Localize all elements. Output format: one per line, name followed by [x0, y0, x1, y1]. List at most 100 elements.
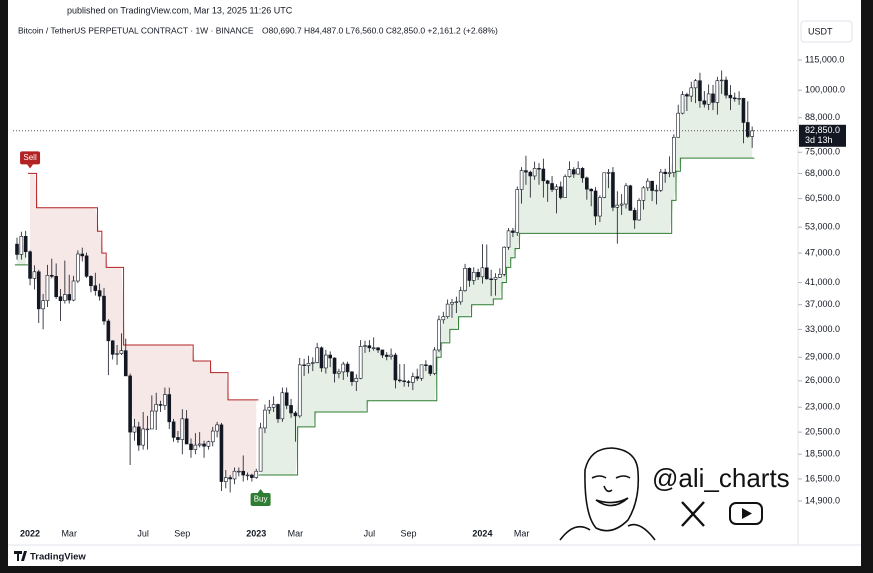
- x-logo[interactable]: [681, 501, 705, 527]
- candle-body: [728, 94, 733, 99]
- candle-body: [23, 236, 28, 253]
- candle-body: [141, 428, 145, 446]
- candle-body: [184, 418, 189, 445]
- candle-body: [67, 294, 71, 301]
- candle-body: [106, 320, 111, 342]
- candle-body: [741, 98, 746, 123]
- candle-body: [641, 187, 646, 201]
- candle-body: [302, 364, 306, 366]
- candle-body: [511, 230, 515, 233]
- trend-fill: [30, 173, 257, 480]
- candle-body: [745, 122, 750, 137]
- y-tick-label: 100,000.0: [805, 85, 845, 95]
- ohlc-legend: O80,690.7 H84,487.0 L76,560.0 C82,850.0 …: [262, 25, 498, 35]
- candle-body: [476, 271, 480, 278]
- candle-body: [32, 271, 37, 279]
- y-tick-label: 33,000.0: [805, 324, 840, 334]
- y-tick-label: 53,000.0: [805, 222, 840, 232]
- candle-body: [397, 379, 402, 382]
- candle-body: [389, 354, 393, 357]
- candle-body: [393, 354, 398, 381]
- buy-signal-label: Buy: [254, 495, 268, 504]
- candle-body: [89, 276, 93, 287]
- x-tick-label: Sep: [174, 528, 190, 538]
- candle-body: [554, 186, 559, 190]
- candle-body: [458, 290, 463, 303]
- candle-body: [49, 275, 54, 277]
- candle-body: [698, 80, 702, 102]
- x-tick-label: Jul: [137, 528, 149, 538]
- x-tick-label: 2022: [20, 528, 40, 538]
- candle-body: [719, 79, 724, 82]
- candle-body: [367, 345, 372, 349]
- watermark-handle: @ali_charts: [652, 463, 790, 493]
- candle-body: [210, 430, 215, 443]
- candle-body: [471, 271, 476, 281]
- candle-body: [711, 93, 715, 103]
- candle-body: [341, 363, 346, 373]
- candle-body: [315, 347, 319, 363]
- candle-body: [219, 424, 224, 482]
- candle-body: [36, 271, 41, 310]
- candle-body: [63, 294, 67, 301]
- candle-body: [519, 170, 524, 190]
- face-sketch: [559, 447, 656, 541]
- candle-body: [337, 371, 341, 374]
- candle-body: [611, 172, 615, 208]
- candle-body: [80, 253, 85, 257]
- candle-body: [84, 255, 89, 277]
- candle-body: [123, 350, 128, 377]
- x-tick-label: Sep: [400, 528, 416, 538]
- candle-body: [97, 290, 102, 297]
- candle-body: [493, 277, 498, 280]
- candle-body: [589, 188, 594, 192]
- candle-body: [332, 357, 337, 374]
- candle-body: [263, 409, 267, 429]
- trend-fill: [260, 80, 753, 476]
- candle-body: [154, 404, 158, 412]
- y-tick-label: 41,000.0: [805, 277, 840, 287]
- candle-body: [271, 404, 276, 408]
- candle-body: [110, 340, 115, 355]
- y-tick-label: 18,500.0: [805, 449, 840, 459]
- candle-body: [732, 97, 737, 100]
- candle-body: [241, 470, 245, 476]
- candle-body: [19, 236, 24, 255]
- candle-body: [254, 470, 259, 478]
- candle-body: [293, 412, 298, 417]
- candle-body: [689, 87, 694, 97]
- candle-body: [550, 183, 554, 190]
- countdown-label: 3d 13h: [805, 135, 833, 145]
- candle-body: [580, 168, 585, 179]
- y-tick-label: 26,000.0: [805, 375, 840, 385]
- candle-body: [363, 345, 367, 347]
- candle-body: [376, 347, 380, 351]
- candle-body: [498, 274, 502, 278]
- currency-label[interactable]: USDT: [808, 26, 833, 36]
- candle-body: [454, 301, 459, 303]
- candle-body: [228, 477, 232, 480]
- brand: TradingView: [14, 551, 86, 563]
- brand-logo: [14, 551, 27, 561]
- x-tick-label: Mar: [514, 528, 530, 538]
- candle-body: [624, 185, 628, 205]
- currency-box[interactable]: [800, 20, 853, 43]
- candle-body: [224, 477, 228, 482]
- candle-body: [119, 350, 124, 354]
- candle-body: [463, 268, 467, 291]
- candle-body: [328, 354, 333, 359]
- brand-name: TradingView: [30, 552, 86, 563]
- y-tick-label: 75,000.0: [805, 147, 840, 157]
- candle-body: [563, 176, 567, 198]
- watermark: @ali_charts: [559, 447, 790, 541]
- candle-body: [354, 378, 359, 382]
- candle-body: [284, 392, 289, 406]
- candle-body: [602, 172, 607, 198]
- candle-body: [276, 404, 280, 420]
- y-tick-label: 37,000.0: [805, 299, 840, 309]
- candle-body: [619, 203, 624, 206]
- candle-body: [206, 441, 211, 447]
- youtube-logo[interactable]: [729, 502, 763, 525]
- candle-body: [93, 285, 98, 291]
- candle-body: [411, 376, 415, 383]
